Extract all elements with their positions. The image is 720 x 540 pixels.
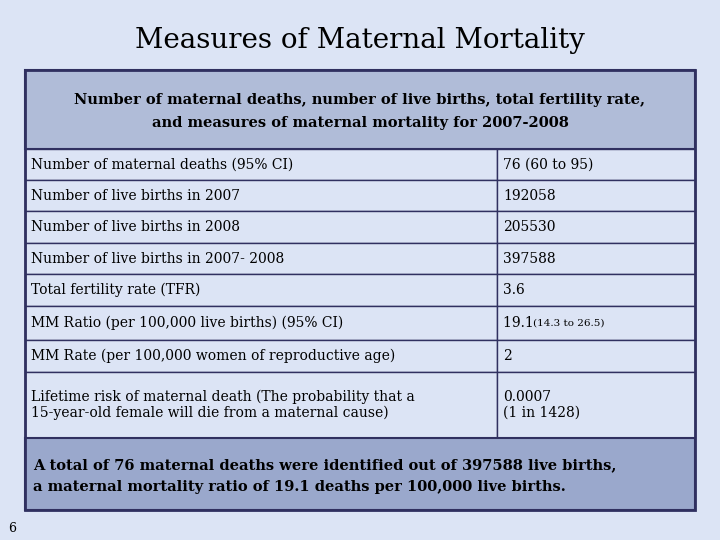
Text: MM Ratio (per 100,000 live births) (95% CI): MM Ratio (per 100,000 live births) (95% … xyxy=(31,316,343,330)
Bar xyxy=(498,340,695,372)
Bar xyxy=(25,372,498,438)
Bar xyxy=(25,306,498,340)
Text: 76 (60 to 95): 76 (60 to 95) xyxy=(503,157,594,171)
Text: and measures of maternal mortality for 2007-2008: and measures of maternal mortality for 2… xyxy=(152,117,568,131)
Bar xyxy=(498,212,695,243)
Bar xyxy=(25,340,498,372)
Bar xyxy=(498,274,695,306)
Text: 2: 2 xyxy=(503,349,512,363)
Bar xyxy=(498,180,695,212)
Text: 397588: 397588 xyxy=(503,252,556,266)
Text: A total of 76 maternal deaths were identified out of 397588 live births,: A total of 76 maternal deaths were ident… xyxy=(33,458,616,472)
Text: 0.0007
(1 in 1428): 0.0007 (1 in 1428) xyxy=(503,390,580,420)
Bar xyxy=(498,148,695,180)
Text: 19.1: 19.1 xyxy=(503,316,539,330)
Bar xyxy=(25,212,498,243)
Bar xyxy=(25,243,498,274)
Text: Number of live births in 2007- 2008: Number of live births in 2007- 2008 xyxy=(31,252,284,266)
Bar xyxy=(25,70,695,148)
Text: Total fertility rate (TFR): Total fertility rate (TFR) xyxy=(31,283,200,297)
Text: 205530: 205530 xyxy=(503,220,556,234)
Bar xyxy=(25,148,498,180)
Text: 3.6: 3.6 xyxy=(503,283,525,297)
Text: MM Rate (per 100,000 women of reproductive age): MM Rate (per 100,000 women of reproducti… xyxy=(31,349,395,363)
Text: Measures of Maternal Mortality: Measures of Maternal Mortality xyxy=(135,26,585,53)
Text: Number of live births in 2007: Number of live births in 2007 xyxy=(31,188,240,202)
Bar xyxy=(25,274,498,306)
Text: (14.3 to 26.5): (14.3 to 26.5) xyxy=(534,319,605,327)
Text: 192058: 192058 xyxy=(503,188,556,202)
Text: Number of maternal deaths, number of live births, total fertility rate,: Number of maternal deaths, number of liv… xyxy=(74,93,646,107)
Bar xyxy=(25,438,695,510)
Bar xyxy=(25,180,498,212)
Bar xyxy=(25,70,695,510)
Bar xyxy=(498,243,695,274)
Text: Number of live births in 2008: Number of live births in 2008 xyxy=(31,220,240,234)
Text: 6: 6 xyxy=(8,522,16,535)
Bar xyxy=(498,306,695,340)
Text: Lifetime risk of maternal death (The probability that a
15-year-old female will : Lifetime risk of maternal death (The pro… xyxy=(31,389,415,420)
Text: a maternal mortality ratio of 19.1 deaths per 100,000 live births.: a maternal mortality ratio of 19.1 death… xyxy=(33,480,566,494)
Bar xyxy=(498,372,695,438)
Text: Number of maternal deaths (95% CI): Number of maternal deaths (95% CI) xyxy=(31,157,293,171)
